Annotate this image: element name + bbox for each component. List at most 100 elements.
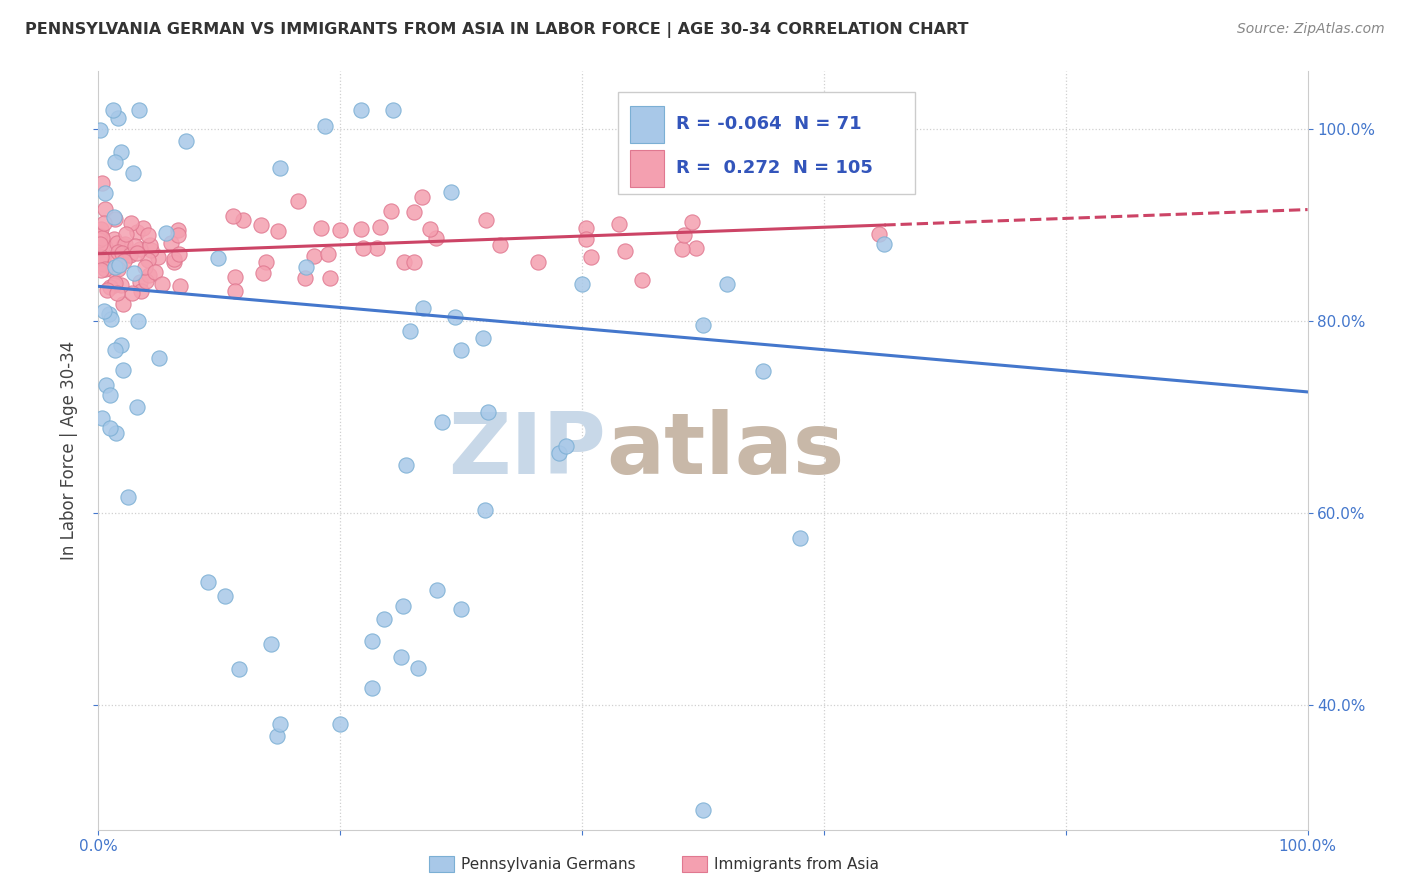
Point (148, 351, 170, 365)
Point (266, 730, 288, 744)
Point (93, 304, 115, 318)
Point (103, 103, 125, 117)
Point (89, 228, 111, 243)
Point (547, 446, 569, 460)
Point (93, 186, 115, 201)
Point (295, 260, 318, 274)
Point (260, 637, 283, 651)
Point (155, 227, 177, 241)
Point (94, 202, 117, 216)
Point (475, 213, 498, 227)
Y-axis label: In Labor Force | Age 30-34: In Labor Force | Age 30-34 (59, 341, 77, 560)
Point (111, 363, 134, 377)
Point (103, 277, 125, 292)
Point (124, 266, 146, 280)
Point (110, 145, 132, 160)
Point (110, 277, 132, 292)
Point (104, 154, 127, 169)
Point (94, 240, 117, 254)
Point (624, 134, 647, 148)
Point (174, 134, 197, 148)
Point (581, 250, 603, 264)
Point (105, 285, 128, 300)
Point (575, 220, 598, 235)
Point (673, 228, 696, 243)
Point (104, 425, 127, 440)
Text: R =  0.272  N = 105: R = 0.272 N = 105 (676, 160, 873, 178)
Point (122, 166, 145, 180)
Point (571, 277, 593, 291)
Point (98, 280, 121, 294)
Point (163, 252, 186, 267)
Point (352, 241, 374, 255)
Point (117, 490, 139, 504)
Text: Immigrants from Asia: Immigrants from Asia (714, 857, 879, 871)
Point (419, 222, 441, 236)
Point (207, 252, 229, 266)
Point (266, 224, 288, 238)
FancyBboxPatch shape (619, 92, 915, 194)
Point (104, 212, 127, 227)
Point (125, 400, 148, 414)
Point (450, 343, 472, 357)
Point (91, 251, 114, 265)
Point (361, 634, 384, 648)
Bar (630, 150, 664, 186)
Text: ZIP: ZIP (449, 409, 606, 492)
Point (166, 223, 188, 237)
Point (471, 331, 494, 345)
Point (108, 258, 131, 272)
Point (90, 263, 112, 277)
Point (685, 241, 707, 255)
Point (160, 236, 183, 251)
Point (411, 190, 433, 204)
Point (254, 254, 277, 268)
Point (450, 602, 472, 616)
Point (432, 415, 454, 429)
Point (139, 243, 162, 257)
Text: PENNSYLVANIA GERMAN VS IMMIGRANTS FROM ASIA IN LABOR FORCE | AGE 30-34 CORRELATI: PENNSYLVANIA GERMAN VS IMMIGRANTS FROM A… (25, 22, 969, 38)
Point (269, 717, 291, 731)
Point (90, 228, 112, 243)
Point (138, 268, 160, 283)
Point (121, 286, 143, 301)
Point (439, 185, 461, 199)
Point (110, 338, 132, 352)
Point (250, 218, 273, 232)
Point (402, 255, 425, 269)
Point (89, 251, 111, 265)
Point (98, 388, 121, 402)
Point (90, 222, 112, 236)
Point (167, 227, 190, 242)
Point (127, 245, 149, 260)
Point (93, 262, 115, 277)
Point (128, 243, 150, 257)
Point (104, 343, 127, 358)
Point (329, 223, 352, 237)
Point (789, 531, 811, 545)
Point (114, 237, 136, 252)
Point (125, 225, 148, 239)
Point (329, 717, 352, 731)
Point (128, 103, 150, 117)
Point (111, 297, 134, 311)
Point (139, 238, 162, 252)
Point (107, 262, 129, 277)
Point (112, 239, 135, 253)
Point (136, 252, 159, 267)
Point (135, 274, 157, 288)
Text: Pennsylvania Germans: Pennsylvania Germans (461, 857, 636, 871)
Point (381, 103, 404, 117)
Point (425, 230, 447, 244)
Text: Source: ZipAtlas.com: Source: ZipAtlas.com (1237, 22, 1385, 37)
Point (319, 271, 342, 285)
Point (114, 227, 136, 242)
Point (392, 255, 415, 269)
Point (87, 231, 110, 245)
Point (97, 307, 120, 321)
Point (93, 216, 115, 230)
Point (136, 228, 159, 243)
Point (132, 221, 155, 235)
Point (252, 267, 274, 281)
Point (100, 312, 122, 326)
